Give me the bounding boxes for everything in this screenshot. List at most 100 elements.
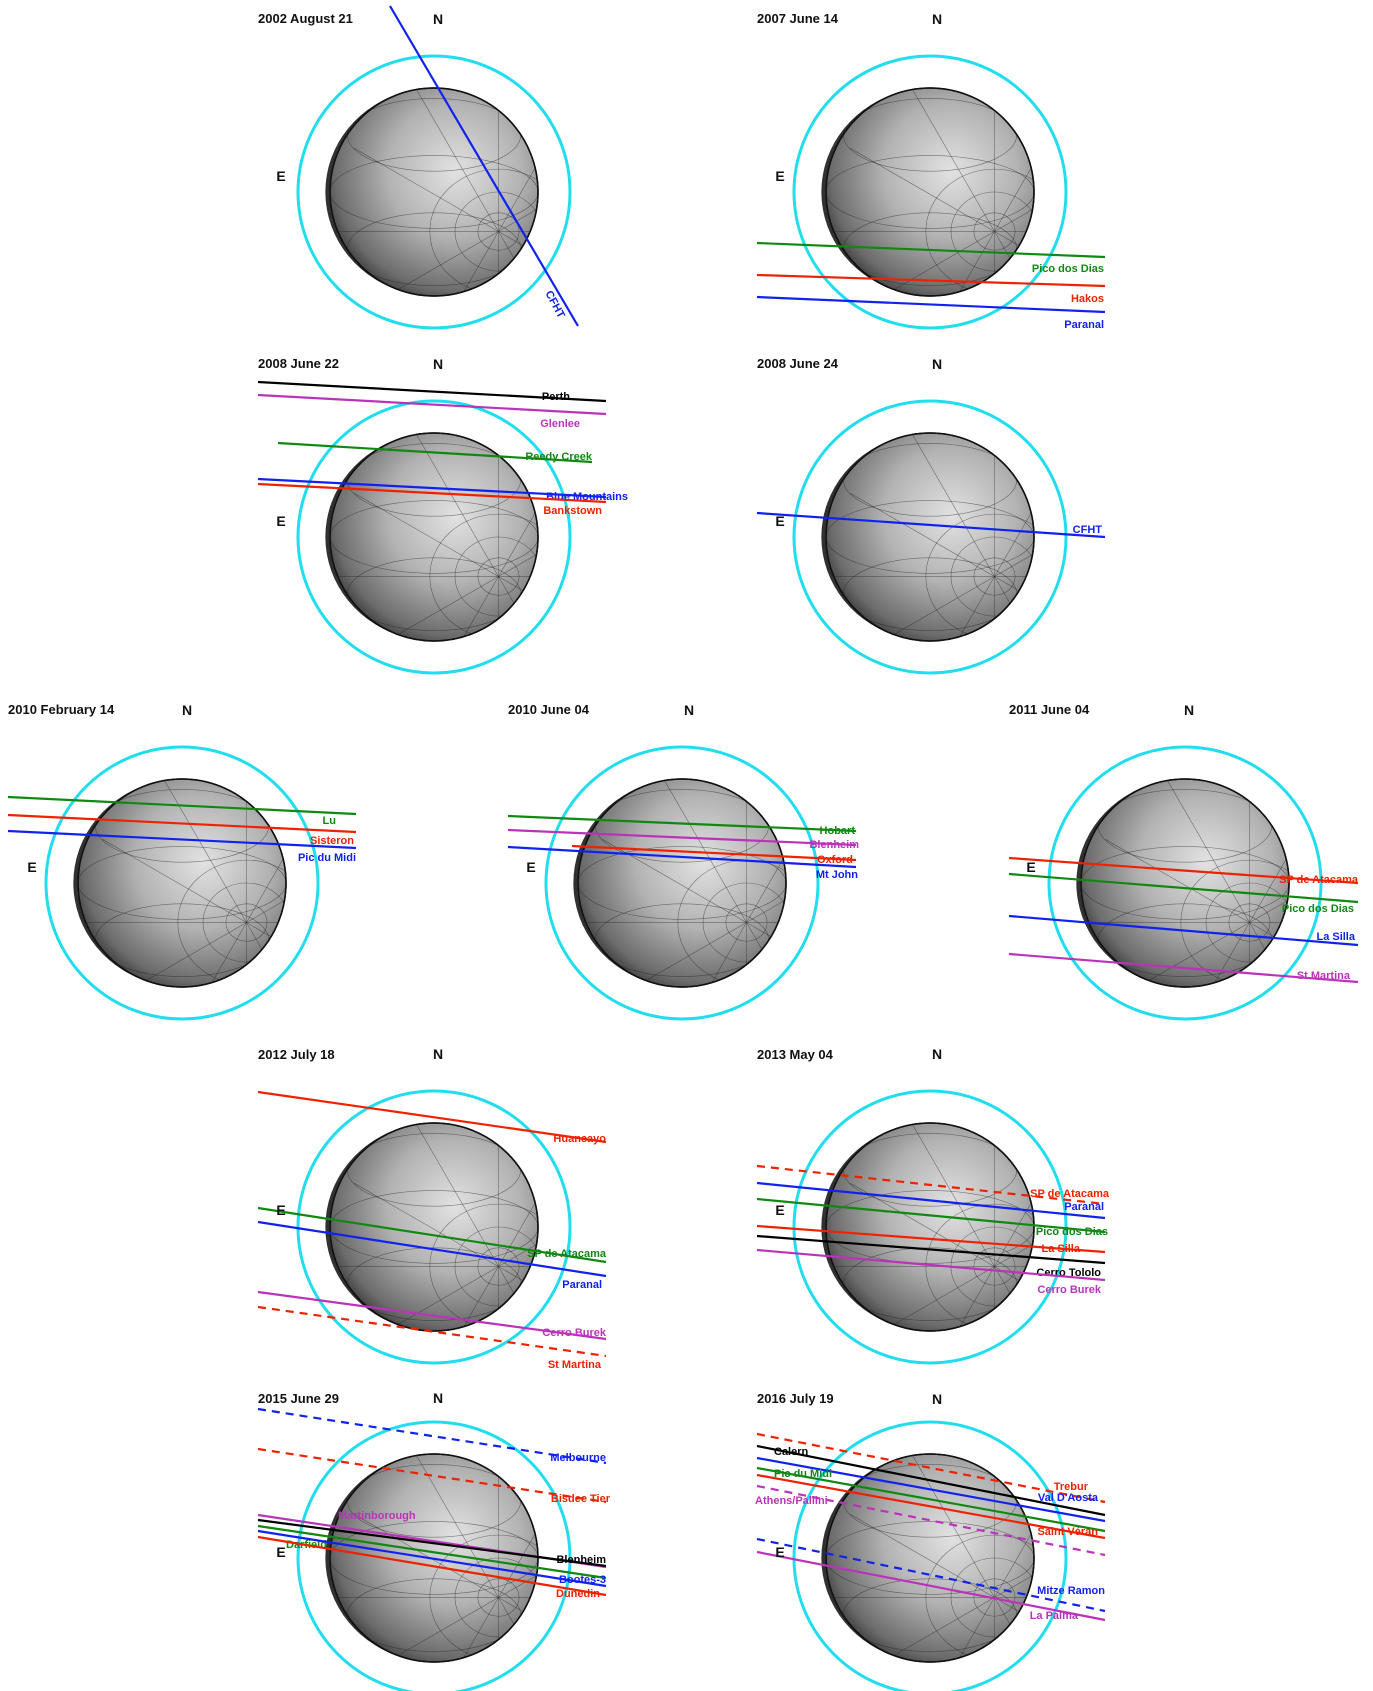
chord-label: Pico dos Dias — [1036, 1226, 1108, 1238]
globe-image — [825, 432, 1035, 642]
globe-image — [329, 432, 539, 642]
chord-line — [277, 441, 593, 464]
chord-line — [7, 795, 357, 816]
north-label: N — [433, 356, 443, 372]
chord-label: Paranal — [1064, 1201, 1104, 1213]
chord-line — [257, 1090, 607, 1144]
globe-limb — [825, 432, 1035, 642]
chord-line — [756, 1466, 1106, 1533]
globe-limb — [329, 1122, 539, 1332]
east-label: E — [526, 859, 535, 875]
chord-line — [507, 828, 857, 847]
chord-label: Mt John — [816, 869, 858, 881]
cyan-reference-ring — [792, 1089, 1068, 1365]
chord-label: St Martina — [548, 1359, 602, 1371]
east-label: E — [276, 513, 285, 529]
north-label: N — [182, 702, 192, 718]
chord-label: Perth — [542, 391, 570, 403]
chord-label: Huancayo — [553, 1133, 606, 1145]
chord-line — [571, 844, 857, 862]
chord-label: Dunedin — [556, 1588, 600, 1600]
cyan-reference-ring — [544, 745, 820, 1021]
chord-line — [756, 1197, 1106, 1234]
chord-label: La Silla — [1316, 931, 1355, 943]
chord-line — [756, 1248, 1106, 1282]
chord-line — [1008, 952, 1359, 984]
cyan-reference-ring — [792, 1420, 1068, 1691]
panel-date: 2008 June 24 — [757, 356, 839, 371]
chord-label: Bootes-3 — [559, 1574, 606, 1586]
chord-label: Lu — [323, 815, 336, 827]
chord-label: Reedy Creek — [525, 451, 593, 463]
chord-line — [507, 814, 857, 833]
chord-line — [389, 5, 579, 327]
chord-line — [257, 1290, 607, 1341]
chord-label: SP de Atacama — [527, 1248, 607, 1260]
chord-label: Hobart — [820, 825, 856, 837]
east-label: E — [1026, 859, 1035, 875]
chord-line — [257, 1407, 607, 1465]
chord-line — [756, 295, 1106, 314]
panel-date: 2002 August 21 — [258, 11, 353, 26]
panel-3: CFHT 2008 June 24 N E — [756, 356, 1106, 675]
chord-line — [257, 1529, 607, 1588]
east-label: E — [27, 859, 36, 875]
chord-line — [257, 1535, 607, 1597]
cyan-reference-ring — [792, 54, 1068, 330]
chord-line — [1008, 914, 1359, 947]
chord-line — [257, 1524, 607, 1580]
chord-label: Pic du Midi — [774, 1468, 832, 1480]
chord-label: Cerro Burek — [542, 1327, 606, 1339]
chord-label: Pico dos Dias — [1282, 903, 1354, 915]
chord-label: St Martina — [1297, 970, 1351, 982]
panel-date: 2016 July 19 — [757, 1391, 834, 1406]
chord-label: Trebur — [1054, 1481, 1089, 1493]
panel-date: 2013 May 04 — [757, 1047, 834, 1062]
chord-line — [756, 1473, 1106, 1540]
chord-line — [257, 1447, 607, 1504]
globe-image — [825, 1122, 1035, 1332]
cyan-reference-ring — [44, 745, 320, 1021]
chord-line — [257, 477, 607, 499]
panel-date: 2011 June 04 — [1009, 702, 1090, 717]
chord-label: Calern — [774, 1446, 809, 1458]
panel-0: CFHT 2002 August 21 N E — [258, 5, 579, 330]
chord-label: Hakos — [1071, 293, 1104, 305]
chord-line — [257, 1305, 607, 1358]
chord-label: Mitze Ramon — [1037, 1585, 1105, 1597]
chord-label: Val D'Aosta — [1038, 1492, 1099, 1504]
chord-line — [257, 380, 607, 403]
panel-date: 2010 June 04 — [508, 702, 590, 717]
chord-line — [1008, 872, 1359, 904]
chord-line — [756, 241, 1106, 259]
chord-line — [257, 1220, 607, 1278]
globe-image — [825, 87, 1035, 297]
globe-limb — [825, 1453, 1035, 1663]
chord-label: La Palma — [1030, 1610, 1079, 1622]
chord-label: Sisteron — [310, 835, 354, 847]
chord-line — [1008, 856, 1359, 885]
chord-line — [507, 845, 857, 869]
chord-label: Paranal — [1064, 319, 1104, 331]
panel-date: 2007 June 14 — [757, 11, 839, 26]
east-label: E — [276, 1202, 285, 1218]
chord-label: Melbourne — [550, 1452, 606, 1464]
panel-date: 2012 July 18 — [258, 1047, 335, 1062]
panel-10: Trebur Calern Val D'Aosta Pic du Midi Saint … — [755, 1391, 1106, 1691]
chord-label: Blenheim — [556, 1554, 606, 1566]
globe-limb — [1080, 778, 1290, 988]
chord-line — [756, 1224, 1106, 1254]
chord-line — [257, 1206, 607, 1264]
north-label: N — [932, 1391, 942, 1407]
north-label: N — [932, 1046, 942, 1062]
panel-date: 2015 June 29 — [258, 1391, 339, 1406]
north-label: N — [1184, 702, 1194, 718]
panel-date: 2010 February 14 — [8, 702, 115, 717]
chord-label: Saint Véran — [1037, 1526, 1098, 1538]
cyan-reference-ring — [1047, 745, 1323, 1021]
globe-image — [577, 778, 787, 988]
east-label: E — [775, 168, 784, 184]
globe-limb — [577, 778, 787, 988]
